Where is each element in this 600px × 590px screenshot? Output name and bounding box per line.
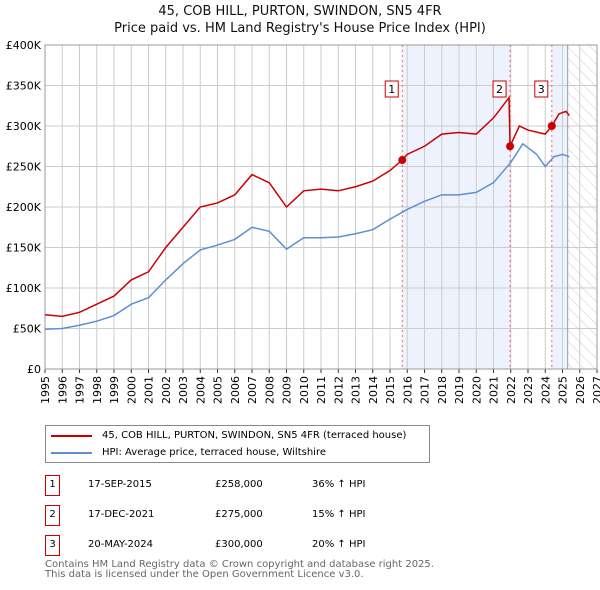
x-tick-label: 2024 [539, 376, 552, 404]
sale-point [506, 142, 515, 151]
sale-number: 2 [45, 505, 60, 526]
sale-label: 3 [538, 83, 545, 96]
x-tick-label: 2011 [315, 376, 328, 404]
sale-price: £275,000 [215, 509, 263, 520]
x-tick-label: 1998 [91, 376, 104, 404]
sale-label: 1 [388, 83, 395, 96]
sale-number: 1 [45, 475, 60, 496]
x-tick-label: 2012 [332, 376, 345, 404]
series-line [44, 95, 570, 318]
x-tick-label: 2016 [401, 376, 414, 404]
y-tick-label: £300K [6, 120, 42, 133]
sale-number: 3 [45, 535, 60, 556]
sale-label-box [492, 80, 507, 98]
x-tick-label: 2013 [350, 376, 363, 404]
footer-line-2: This data is licensed under the Open Gov… [45, 569, 364, 580]
x-tick-label: 2018 [436, 376, 449, 404]
x-tick-label: 2014 [367, 376, 380, 404]
y-tick-label: £400K [6, 39, 42, 52]
x-tick-label: 2000 [125, 376, 138, 404]
x-tick-label: 1997 [74, 376, 87, 404]
x-tick-label: 1999 [108, 376, 121, 404]
plot-frame [44, 44, 598, 370]
sale-label: 2 [496, 83, 503, 96]
chart-title: 45, COB HILL, PURTON, SWINDON, SN5 4FR [158, 4, 442, 19]
y-tick-label: £150K [6, 242, 42, 255]
legend: 45, COB HILL, PURTON, SWINDON, SN5 4FR (… [45, 425, 430, 463]
y-tick-label: £0 [27, 363, 41, 376]
x-tick-label: 2023 [522, 376, 535, 404]
y-tick-label: £50K [13, 323, 42, 336]
sale-hpi: 15% ↑ HPI [312, 509, 366, 520]
sale-hpi: 36% ↑ HPI [312, 479, 366, 490]
x-tick-label: 2005 [212, 376, 225, 404]
legend-red-label: 45, COB HILL, PURTON, SWINDON, SN5 4FR (… [102, 430, 407, 441]
sale-row: 2 17-DEC-2021 £275,000 15% ↑ HPI [45, 505, 445, 526]
footer: Contains HM Land Registry data © Crown c… [45, 560, 434, 580]
x-tick-label: 2001 [143, 376, 156, 404]
x-tick-label: 1996 [56, 376, 69, 404]
x-tick-label: 2010 [298, 376, 311, 404]
x-tick-label: 2002 [160, 376, 173, 404]
sale-date: 17-DEC-2021 [88, 509, 155, 520]
x-tick-label: 2007 [246, 376, 259, 404]
x-tick-label: 2025 [557, 376, 570, 404]
sale-row: 3 20-MAY-2024 £300,000 20% ↑ HPI [45, 535, 445, 556]
sale-hpi: 20% ↑ HPI [312, 539, 366, 550]
series-line [44, 142, 570, 331]
x-tick-label: 2020 [470, 376, 483, 404]
sale-price: £300,000 [215, 539, 263, 550]
x-tick-label: 2009 [281, 376, 294, 404]
footer-line-1: Contains HM Land Registry data © Crown c… [45, 559, 434, 570]
legend-blue-line [51, 451, 92, 454]
legend-red-line [51, 434, 92, 437]
sale-row: 1 17-SEP-2015 £258,000 36% ↑ HPI [45, 475, 445, 496]
sale-point [547, 122, 556, 130]
x-tick-label: 2003 [177, 376, 190, 404]
chart-subtitle: Price paid vs. HM Land Registry's House … [114, 21, 486, 36]
y-tick-label: £250K [6, 161, 42, 174]
legend-blue-label: HPI: Average price, terraced house, Wilt… [102, 447, 326, 458]
sale-date: 17-SEP-2015 [88, 479, 152, 490]
y-tick-label: £100K [6, 282, 42, 295]
sale-label-box [534, 80, 549, 98]
price-chart: 1995 1996 1997 1998 1999 2000 2001 2002 2003 2004… [6, 39, 600, 404]
x-tick-label: 2017 [419, 376, 432, 404]
x-tick-label: 2019 [453, 376, 466, 404]
sale-label-box [384, 80, 399, 98]
sale-date: 20-MAY-2024 [88, 539, 154, 550]
y-tick-label: £350K [6, 80, 42, 93]
x-tick-label: 2006 [229, 376, 242, 404]
x-tick-label: 2027 [591, 376, 600, 404]
x-tick-label: 2022 [505, 376, 518, 404]
x-tick-label: 2008 [263, 376, 276, 404]
sale-price: £258,000 [215, 479, 263, 490]
y-tick-label: £200K [6, 201, 42, 214]
x-tick-label: 2004 [194, 376, 207, 404]
x-tick-label: 1995 [39, 376, 52, 404]
x-tick-label: 2021 [488, 376, 501, 404]
sale-point [398, 156, 407, 165]
x-tick-label: 2026 [574, 376, 587, 404]
x-tick-label: 2015 [384, 376, 397, 404]
